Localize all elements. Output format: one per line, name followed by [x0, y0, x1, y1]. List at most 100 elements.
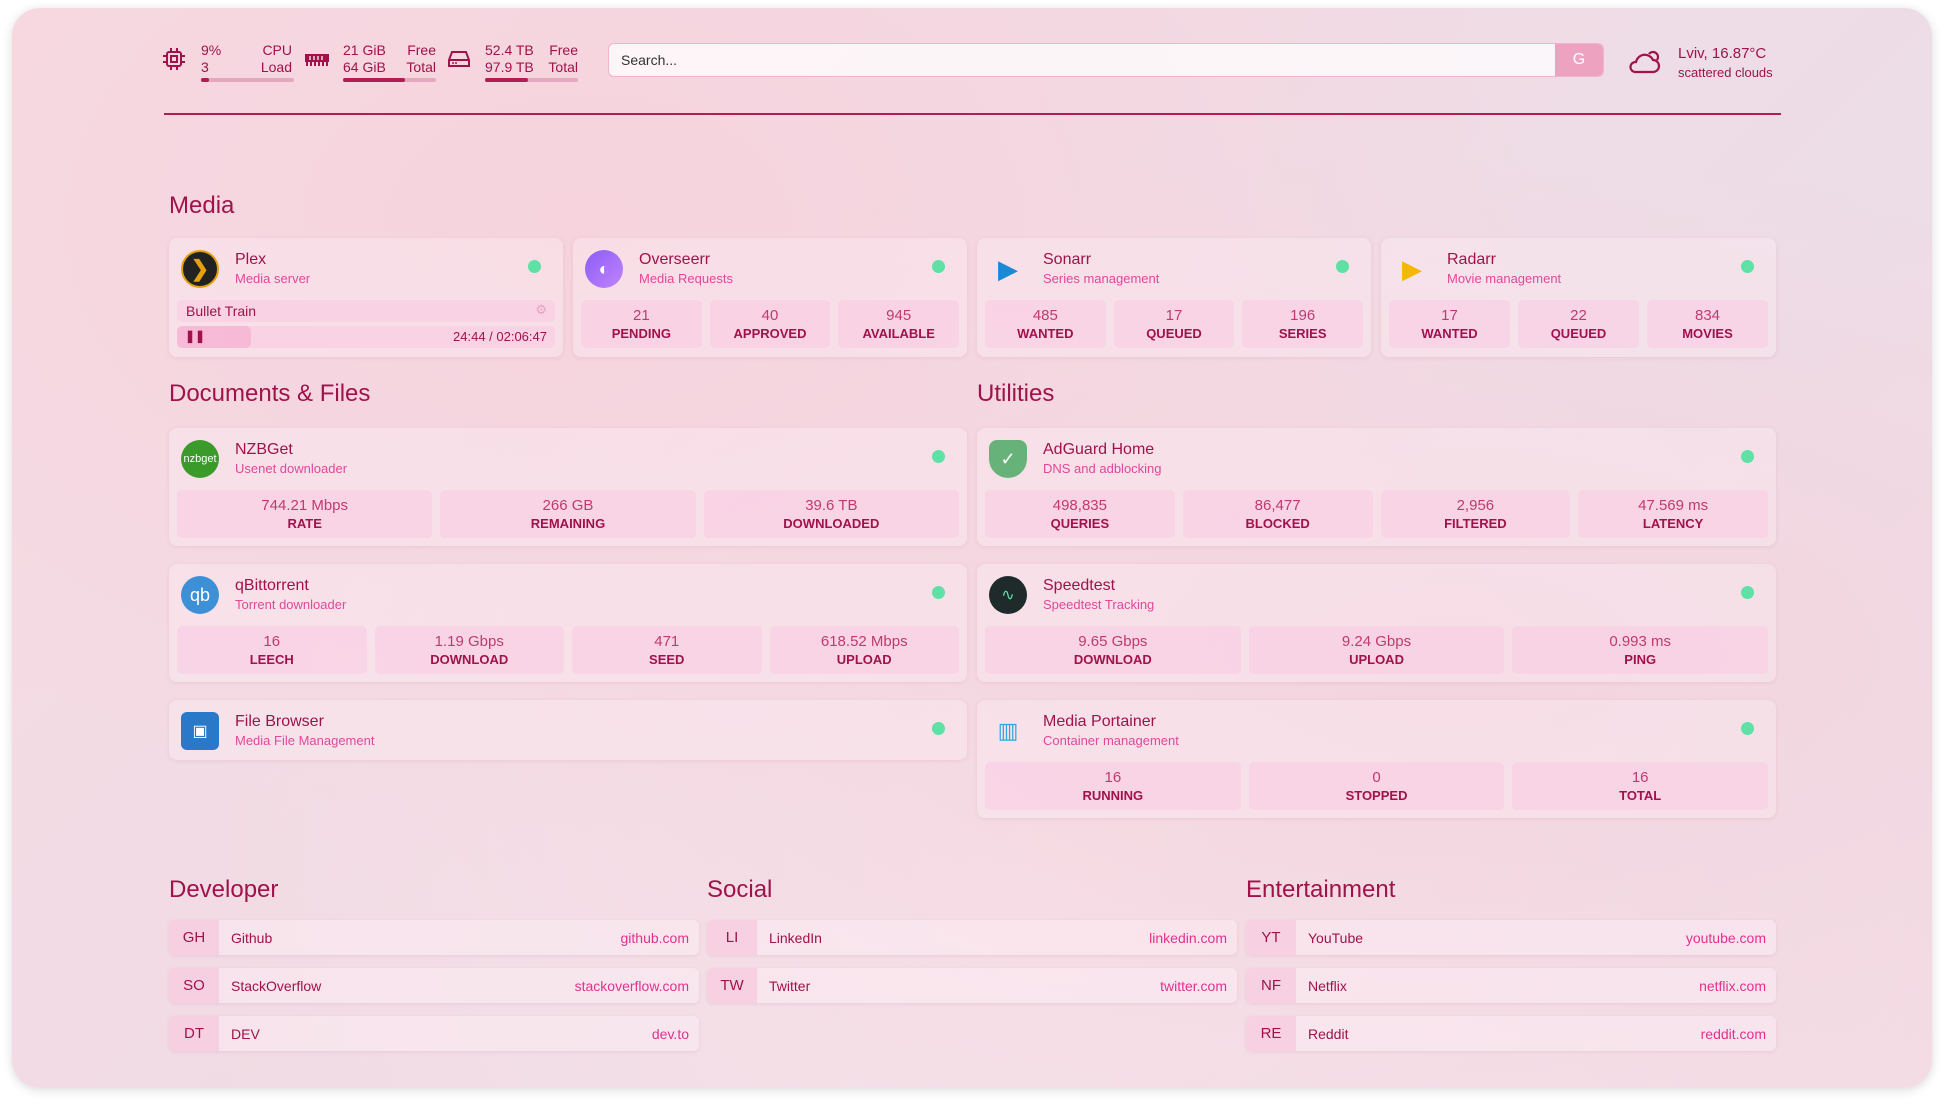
- weather-location: Lviv, 16.87°C: [1678, 45, 1767, 62]
- playback-time: 24:44 / 02:06:47: [453, 329, 547, 344]
- bookmark-abbr: TW: [707, 968, 757, 1003]
- stat-value: 40: [761, 307, 779, 324]
- stat-value: 471: [654, 633, 680, 650]
- stat-label: BLOCKED: [1245, 516, 1310, 531]
- stat-block: 9.65 Gbps DOWNLOAD: [985, 626, 1241, 674]
- status-indicator: [932, 722, 945, 735]
- stat-block: 47.569 ms LATENCY: [1578, 490, 1768, 538]
- stat-value: 16: [1631, 769, 1649, 786]
- cpu-cores-value: 3: [201, 59, 209, 75]
- stat-label: QUERIES: [1050, 516, 1110, 531]
- bookmark-dev[interactable]: DT DEV dev.to: [169, 1016, 699, 1051]
- stat-label: LEECH: [249, 652, 294, 667]
- status-indicator: [932, 260, 945, 273]
- memory-values: 21 GiB 64 GiB: [343, 42, 386, 76]
- sonarr-icon: ▶: [998, 253, 1018, 284]
- stat-label: LATENCY: [1642, 516, 1704, 531]
- status-indicator: [932, 450, 945, 463]
- filebrowser-card[interactable]: ▣ File Browser Media File Management: [169, 700, 967, 760]
- stats-row: 9.65 Gbps DOWNLOAD 9.24 Gbps UPLOAD 0.993 ms…: [985, 626, 1769, 674]
- stat-value: 21: [632, 307, 650, 324]
- pause-icon[interactable]: ❚❚: [185, 329, 206, 343]
- stat-value: 17: [1441, 307, 1458, 324]
- bookmark-abbr: SO: [169, 968, 219, 1003]
- stat-block: 266 GB REMAINING: [440, 490, 696, 538]
- bookmark-netflix[interactable]: NF Netflix netflix.com: [1246, 968, 1776, 1003]
- now-playing: Bullet Train ⚙: [177, 300, 555, 322]
- search-input[interactable]: [609, 44, 1555, 76]
- stat-value: 618.52 Mbps: [820, 633, 908, 650]
- qbittorrent-card[interactable]: qb qBittorrent Torrent downloader 16 LEEC…: [169, 564, 967, 682]
- bookmark-github[interactable]: GH Github github.com: [169, 920, 699, 955]
- stat-block: 945 AVAILABLE: [838, 300, 960, 348]
- section-utilities: Utilities: [977, 380, 1055, 407]
- bookmark-twitter[interactable]: TW Twitter twitter.com: [707, 968, 1237, 1003]
- plex-icon: ❯: [181, 250, 219, 288]
- memory-labels: Free Total: [396, 42, 436, 76]
- radarr-icon: ▶: [1402, 253, 1422, 284]
- service-name: Sonarr: [1043, 251, 1092, 268]
- search-provider-button[interactable]: G: [1555, 44, 1603, 76]
- playback-progress: [177, 326, 251, 348]
- playback-bar[interactable]: ❚❚ 24:44 / 02:06:47: [177, 326, 555, 348]
- speedtest-card[interactable]: ∿ Speedtest Speedtest Tracking 9.65 Gbps…: [977, 564, 1776, 682]
- stat-value: 86,477: [1254, 497, 1301, 514]
- stat-label: QUEUED: [1146, 326, 1202, 341]
- stat-value: 834: [1694, 307, 1721, 324]
- adguard-shield-icon: ✓: [989, 440, 1027, 478]
- disk-total-value: 97.9 TB: [485, 59, 534, 75]
- nzbget-card[interactable]: nzbget NZBGet Usenet downloader 744.21 M…: [169, 428, 967, 546]
- bookmark-url: dev.to: [651, 1025, 689, 1042]
- bookmark-abbr: GH: [169, 920, 219, 955]
- adguard-card[interactable]: ✓ AdGuard Home DNS and adblocking 498,83…: [977, 428, 1776, 546]
- stat-block: 498,835 QUERIES: [985, 490, 1175, 538]
- stat-block: 17 QUEUED: [1113, 300, 1235, 348]
- stat-label: WANTED: [1421, 326, 1478, 341]
- bookmark-linkedin[interactable]: LI LinkedIn linkedin.com: [707, 920, 1237, 955]
- stat-value: 744.21 Mbps: [261, 497, 349, 514]
- bookmark-reddit[interactable]: RE Reddit reddit.com: [1246, 1016, 1776, 1051]
- now-playing-title: Bullet Train: [186, 303, 257, 319]
- stat-label: WANTED: [1017, 326, 1074, 341]
- bookmark-abbr: RE: [1246, 1016, 1296, 1051]
- portainer-card[interactable]: ▥ Media Portainer Container management 1…: [977, 700, 1776, 818]
- speedtest-icon: ∿: [989, 576, 1027, 614]
- stat-label: UPLOAD: [836, 652, 892, 667]
- dashboard-window: 9% 3 CPU Load 21 GiB 64 GiB Free Total 52.4 …: [12, 8, 1932, 1088]
- portainer-icon: ▥: [997, 718, 1019, 743]
- sonarr-card[interactable]: ▶ Sonarr Series management 485 WANTED 17 QU…: [977, 238, 1371, 357]
- stat-value: 498,835: [1052, 497, 1107, 514]
- section-documents: Documents & Files: [169, 380, 371, 407]
- radarr-card[interactable]: ▶ Radarr Movie management 17 WANTED 22 QUEU…: [1381, 238, 1776, 357]
- cpu-load-bar: [201, 78, 294, 82]
- service-description: Media File Management: [235, 733, 375, 748]
- stat-label: SERIES: [1278, 326, 1327, 341]
- stat-value: 9.24 Gbps: [1341, 633, 1412, 650]
- memory-bar-fill: [343, 78, 406, 82]
- disk-labels: Free Total: [538, 42, 578, 76]
- bookmark-youtube[interactable]: YT YouTube youtube.com: [1246, 920, 1776, 955]
- stat-value: 2,956: [1456, 497, 1495, 514]
- service-name: Radarr: [1447, 251, 1496, 268]
- qbittorrent-icon: qb: [181, 576, 219, 614]
- stat-block: 40 APPROVED: [709, 300, 831, 348]
- stat-label: DOWNLOAD: [1073, 652, 1152, 667]
- memory-icon: [305, 54, 329, 66]
- service-description: Usenet downloader: [235, 461, 348, 476]
- plex-card[interactable]: ❯ Plex Media server Bullet Train ⚙ ❚❚ 24…: [169, 238, 563, 357]
- status-indicator: [1336, 260, 1349, 273]
- service-description: Series management: [1043, 271, 1160, 286]
- bookmark-stackoverflow[interactable]: SO StackOverflow stackoverflow.com: [169, 968, 699, 1003]
- memory-bar: [343, 78, 436, 82]
- service-name: Speedtest: [1043, 577, 1116, 594]
- stat-block: 196 SERIES: [1242, 300, 1364, 348]
- stat-label: TOTAL: [1619, 788, 1662, 803]
- stat-label: PING: [1624, 652, 1657, 667]
- overseerr-card[interactable]: ◐ Overseerr Media Requests 21 PENDING 40 AP…: [573, 238, 967, 357]
- stat-label: STOPPED: [1345, 788, 1408, 803]
- bookmark-abbr: LI: [707, 920, 757, 955]
- stat-block: 39.6 TB DOWNLOADED: [703, 490, 959, 538]
- service-name: Plex: [235, 251, 267, 268]
- stats-row: 498,835 QUERIES 86,477 BLOCKED 2,956 FILTERED…: [985, 490, 1768, 538]
- stat-block: 471 SEED: [572, 626, 762, 674]
